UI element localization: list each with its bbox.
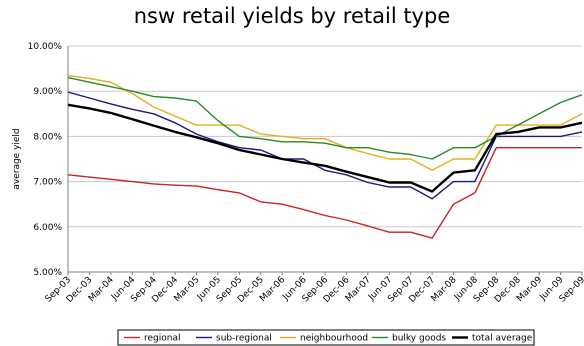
y-tick-label: 8.00% — [33, 132, 62, 142]
y-tick-label: 5.00% — [33, 268, 62, 278]
legend: regional sub-regional neighbourhood bulky g… — [117, 329, 535, 346]
y-axis-title: average yield — [12, 128, 22, 189]
series-line-total-average — [67, 103, 583, 193]
labels-layer: 5.00%6.00%7.00%8.00%9.00%10.00%Sep-03Dec… — [12, 42, 584, 305]
series-line-neighbourhood — [67, 74, 583, 172]
series-line-bulky-goods — [67, 76, 583, 160]
legend-label-neighbourhood: neighbourhood — [300, 334, 368, 344]
axes-layer — [67, 46, 583, 275]
y-tick-label: 10.00% — [28, 42, 63, 52]
y-tick-label: 9.00% — [33, 87, 62, 97]
legend-label-bulky-goods: bulky goods — [392, 334, 446, 344]
legend-label-regional: regional — [144, 334, 180, 344]
legend-label-total-average: total average — [472, 334, 533, 344]
chart-title: nsw retail yields by retail type — [133, 4, 451, 28]
series-layer — [67, 74, 583, 239]
y-tick-label: 7.00% — [33, 178, 62, 188]
series-line-regional — [67, 146, 582, 239]
y-tick-label: 6.00% — [33, 223, 62, 233]
legend-label-sub-regional: sub-regional — [216, 334, 272, 344]
legend-box — [117, 329, 535, 346]
